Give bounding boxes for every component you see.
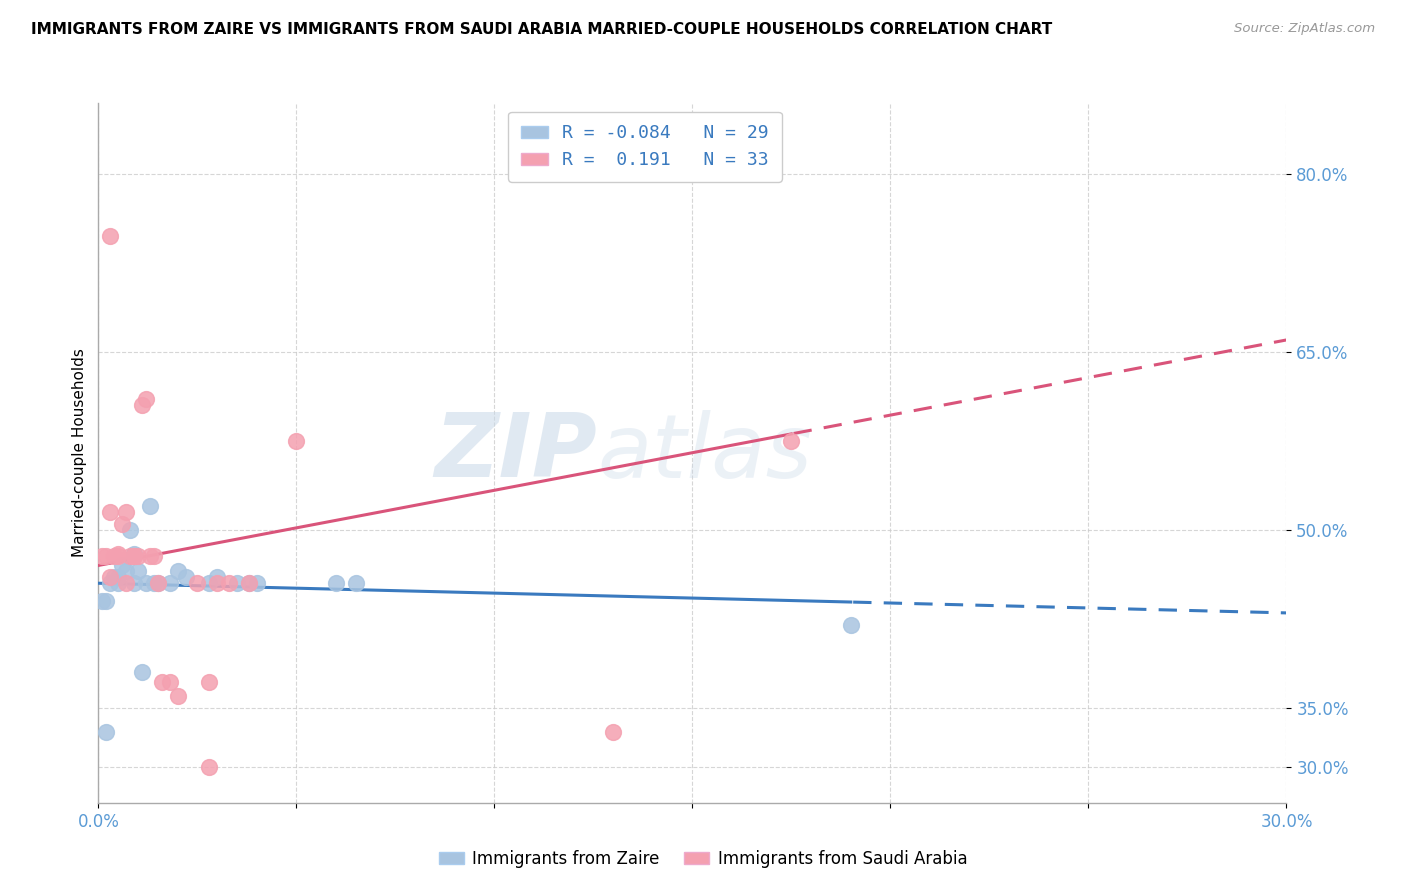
Legend: R = -0.084   N = 29, R =  0.191   N = 33: R = -0.084 N = 29, R = 0.191 N = 33	[508, 112, 782, 182]
Point	[150, 674, 173, 689]
Point	[198, 760, 221, 774]
Point	[111, 558, 134, 573]
Text: atlas: atlas	[598, 409, 813, 496]
Text: IMMIGRANTS FROM ZAIRE VS IMMIGRANTS FROM SAUDI ARABIA MARRIED-COUPLE HOUSEHOLDS : IMMIGRANTS FROM ZAIRE VS IMMIGRANTS FROM…	[31, 22, 1052, 37]
Point	[103, 570, 125, 584]
Point	[107, 549, 129, 563]
Point	[127, 549, 149, 563]
Point	[218, 576, 240, 591]
Point	[238, 576, 260, 591]
Point	[98, 228, 121, 243]
Point	[96, 594, 118, 608]
Point	[142, 576, 165, 591]
Y-axis label: Married-couple Households: Married-couple Households	[72, 348, 87, 558]
Point	[131, 665, 153, 680]
Point	[98, 576, 121, 591]
Point	[107, 885, 129, 892]
Point	[115, 565, 138, 579]
Point	[122, 549, 145, 563]
Point	[139, 549, 162, 563]
Legend: Immigrants from Zaire, Immigrants from Saudi Arabia: Immigrants from Zaire, Immigrants from S…	[432, 844, 974, 875]
Point	[122, 576, 145, 591]
Point	[91, 594, 114, 608]
Point	[205, 570, 228, 584]
Point	[115, 576, 138, 591]
Point	[96, 724, 118, 739]
Point	[146, 576, 169, 591]
Point	[120, 523, 142, 537]
Point	[285, 434, 308, 448]
Point	[120, 549, 142, 563]
Point	[325, 576, 347, 591]
Point	[98, 505, 121, 519]
Point	[122, 549, 145, 563]
Point	[127, 565, 149, 579]
Point	[205, 576, 228, 591]
Point	[602, 724, 624, 739]
Point	[198, 674, 221, 689]
Point	[166, 689, 188, 703]
Text: Source: ZipAtlas.com: Source: ZipAtlas.com	[1234, 22, 1375, 36]
Point	[146, 576, 169, 591]
Point	[159, 674, 181, 689]
Point	[198, 576, 221, 591]
Point	[103, 549, 125, 563]
Point	[111, 516, 134, 531]
Point	[107, 547, 129, 561]
Point	[174, 570, 197, 584]
Point	[122, 547, 145, 561]
Point	[780, 434, 803, 448]
Point	[839, 617, 862, 632]
Point	[96, 549, 118, 563]
Point	[159, 576, 181, 591]
Point	[142, 549, 165, 563]
Point	[107, 570, 129, 584]
Point	[344, 576, 367, 591]
Point	[238, 576, 260, 591]
Point	[246, 576, 269, 591]
Point	[135, 576, 157, 591]
Point	[131, 398, 153, 412]
Point	[98, 570, 121, 584]
Point	[139, 499, 162, 513]
Point	[186, 576, 208, 591]
Point	[226, 576, 249, 591]
Point	[107, 576, 129, 591]
Point	[135, 392, 157, 407]
Point	[115, 505, 138, 519]
Text: ZIP: ZIP	[434, 409, 598, 496]
Point	[166, 565, 188, 579]
Point	[91, 549, 114, 563]
